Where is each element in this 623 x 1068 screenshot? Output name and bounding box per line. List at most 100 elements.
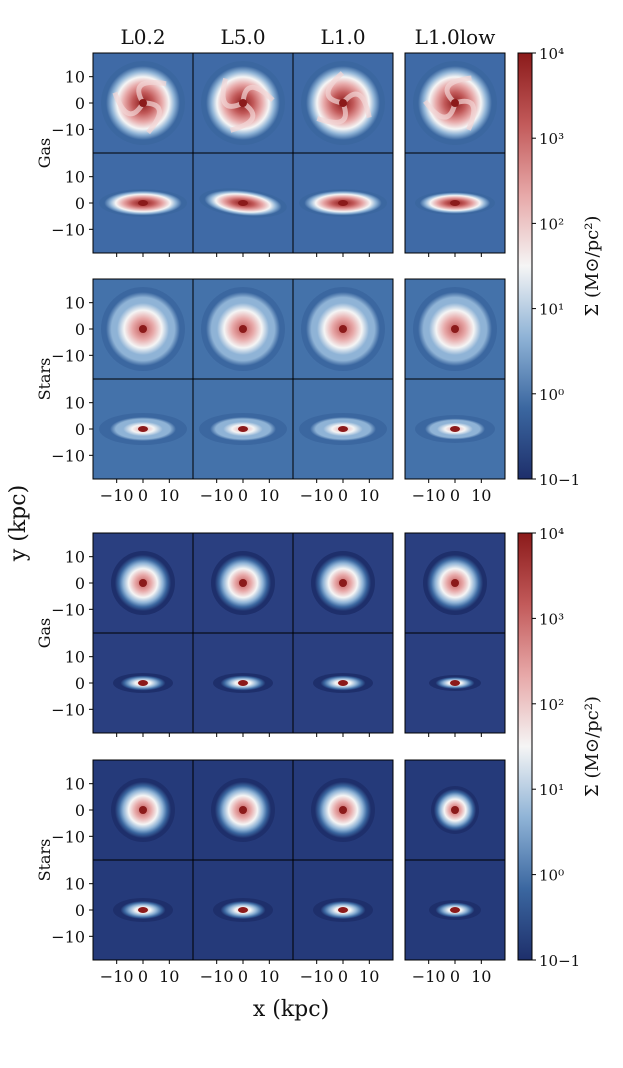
colorbar-tick-label: 10² (539, 215, 564, 233)
galaxy-core (238, 907, 248, 913)
colorbar-tick-label: 10⁰ (539, 386, 564, 404)
panel (192, 152, 294, 254)
y-tick-label: 0 (75, 674, 85, 693)
panel (192, 378, 294, 480)
y-tick-label: 10 (65, 168, 85, 187)
galaxy-core (139, 806, 147, 814)
x-tick-label: 0 (138, 967, 148, 986)
galaxy-core (239, 579, 247, 587)
colorbar-label: Σ (M⊙/pc²) (582, 216, 603, 317)
spiral-arm (325, 71, 345, 106)
y-axis-label: y (kpc) (6, 485, 31, 562)
y-tick-label: −10 (51, 220, 85, 239)
panel (404, 278, 506, 380)
y-tick-label: −10 (51, 600, 85, 619)
x-tick-label: 10 (359, 486, 379, 505)
galaxy-core (450, 426, 460, 432)
column-title: L5.0 (220, 25, 265, 49)
y-tick-label: 10 (65, 648, 85, 667)
colorbar-tick-label: 10³ (539, 610, 564, 628)
colorbar-tick-label: 10² (539, 696, 564, 714)
galaxy-core (239, 806, 247, 814)
galaxy-core (339, 806, 347, 814)
x-tick-label: −10 (412, 486, 446, 505)
x-tick-label: 10 (159, 967, 179, 986)
panel (404, 632, 506, 734)
colorbar-tick-label: 10⁴ (539, 45, 564, 63)
column-title: L1.0 (320, 25, 365, 49)
row-label: Gas (35, 618, 54, 649)
galaxy-core (239, 99, 247, 107)
y-tick-label: −10 (51, 446, 85, 465)
x-tick-label: 0 (238, 486, 248, 505)
spiral-arm (316, 102, 348, 125)
spiral-arm (423, 99, 458, 120)
colorbar-tick-label: 10³ (539, 130, 564, 148)
galaxy-core (139, 99, 147, 107)
colorbar-gradient (517, 532, 533, 961)
galaxy-core (238, 680, 248, 686)
galaxy-core (338, 200, 348, 206)
panel (192, 859, 294, 961)
y-tick-label: 0 (75, 320, 85, 339)
panel (292, 152, 394, 254)
colorbar: 10−1 10⁰ 10¹ 10² 10³ 10⁴ Σ (M⊙/pc²) (517, 525, 603, 970)
colorbar: 10−1 10⁰ 10¹ 10² 10³ 10⁴ Σ (M⊙/pc²) (517, 45, 603, 489)
panel (92, 632, 194, 734)
colorbar-tick-label: 10⁰ (539, 867, 564, 885)
x-tick-label: −10 (200, 486, 234, 505)
galaxy-core (139, 579, 147, 587)
colorbar-tick-label: 10¹ (539, 301, 564, 319)
y-tick-label: 0 (75, 901, 85, 920)
galaxy-core (238, 200, 248, 206)
row-label: Gas (35, 138, 54, 169)
x-tick-label: −10 (412, 967, 446, 986)
galaxy-core (339, 99, 347, 107)
panel (292, 759, 394, 861)
galaxy-core (238, 426, 248, 432)
colorbar-gradient (517, 52, 533, 480)
panel (292, 859, 394, 961)
galaxy-core (338, 907, 348, 913)
y-tick-label: −10 (51, 700, 85, 719)
panel (192, 759, 294, 861)
spiral-arm (220, 77, 245, 109)
panel (404, 152, 506, 254)
spiral-arm (136, 79, 167, 105)
y-tick-label: 0 (75, 801, 85, 820)
colorbar-label: Σ (M⊙/pc²) (582, 696, 603, 797)
colorbar-tick-label: 10⁴ (539, 525, 564, 543)
panel (192, 632, 294, 734)
panel (292, 532, 394, 634)
spiral-arm (341, 91, 372, 119)
y-tick-label: 10 (65, 875, 85, 894)
galaxy-core (138, 907, 148, 913)
panel (404, 532, 506, 634)
galaxy-core (451, 325, 459, 333)
galaxy-core (451, 99, 459, 107)
galaxy-core (138, 426, 148, 432)
galaxy-core (450, 680, 460, 686)
column-title: L0.2 (120, 25, 165, 49)
galaxy-core (138, 680, 148, 686)
x-tick-label: 0 (338, 967, 348, 986)
x-tick-label: −10 (100, 967, 134, 986)
galaxy-core (338, 680, 348, 686)
panel (404, 759, 506, 861)
x-tick-label: 10 (471, 967, 491, 986)
panel (92, 52, 194, 154)
panel (92, 378, 194, 480)
panel (92, 152, 194, 254)
panel (192, 532, 294, 634)
panel (92, 859, 194, 961)
x-tick-label: −10 (300, 967, 334, 986)
galaxy-core (338, 426, 348, 432)
x-tick-label: 0 (338, 486, 348, 505)
panel-grid (92, 52, 506, 961)
panel (292, 632, 394, 734)
x-tick-label: −10 (100, 486, 134, 505)
galaxy-core (451, 806, 459, 814)
